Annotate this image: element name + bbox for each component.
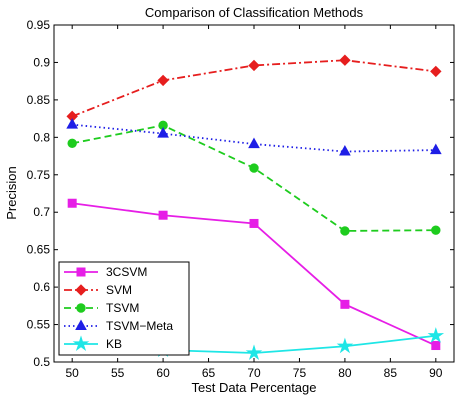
data-point bbox=[245, 344, 263, 361]
data-point bbox=[430, 65, 442, 78]
x-tick-label: 90 bbox=[429, 366, 443, 380]
data-point bbox=[431, 225, 441, 235]
x-axis: 50 55 60 65 70 75 80 85 90 bbox=[66, 25, 443, 380]
legend: 3CSVM SVM TSVM TSVM−Meta KB bbox=[58, 261, 190, 356]
x-tick-label: 75 bbox=[293, 366, 307, 380]
x-tick-label: 80 bbox=[338, 366, 352, 380]
x-tick-label: 65 bbox=[202, 366, 216, 380]
legend-label: TSVM bbox=[106, 301, 139, 315]
x-tick-label: 55 bbox=[111, 366, 125, 380]
x-tick-label: 50 bbox=[66, 366, 80, 380]
y-tick-label: 0.75 bbox=[27, 168, 51, 182]
data-point bbox=[431, 341, 441, 351]
data-point bbox=[249, 163, 259, 173]
series-3 bbox=[66, 118, 442, 156]
data-point bbox=[429, 143, 442, 155]
data-point bbox=[339, 54, 351, 66]
legend-marker bbox=[76, 303, 86, 313]
series-layer bbox=[63, 54, 445, 361]
y-tick-label: 0.7 bbox=[33, 205, 50, 219]
series-0 bbox=[67, 198, 441, 351]
legend-marker bbox=[72, 335, 90, 352]
data-point bbox=[157, 127, 169, 138]
y-tick-label: 0.5 bbox=[33, 355, 50, 369]
data-point bbox=[249, 218, 259, 228]
x-tick-label: 85 bbox=[384, 366, 398, 380]
legend-label: TSVM−Meta bbox=[106, 319, 173, 333]
data-point bbox=[67, 138, 77, 149]
series-line bbox=[71, 59, 436, 118]
series-1 bbox=[66, 54, 442, 123]
data-point bbox=[427, 327, 445, 343]
legend-marker bbox=[75, 319, 87, 330]
data-point bbox=[248, 59, 260, 72]
data-point bbox=[340, 299, 350, 309]
y-tick-label: 0.55 bbox=[27, 318, 51, 332]
y-tick-label: 0.8 bbox=[33, 130, 50, 144]
legend-marker bbox=[76, 267, 86, 277]
x-tick-label: 70 bbox=[247, 366, 261, 380]
x-axis-label: Test Data Percentage bbox=[191, 380, 316, 395]
x-tick-label: 60 bbox=[156, 366, 170, 380]
legend-label: KB bbox=[106, 337, 122, 351]
series-2 bbox=[67, 120, 441, 236]
legend-label: SVM bbox=[106, 283, 132, 297]
data-point bbox=[157, 74, 169, 87]
y-tick-label: 0.6 bbox=[33, 280, 50, 294]
chart-title: Comparison of Classification Methods bbox=[145, 5, 364, 20]
legend-label: 3CSVM bbox=[106, 265, 147, 279]
legend-marker bbox=[75, 284, 87, 296]
data-point bbox=[66, 118, 79, 129]
y-tick-label: 0.95 bbox=[27, 18, 51, 32]
y-tick-label: 0.9 bbox=[33, 55, 50, 69]
y-axis: 0.5 0.55 0.6 0.65 0.7 0.75 0.8 0.85 0.9 0.95 bbox=[27, 18, 454, 369]
y-axis-label: Precision bbox=[4, 166, 19, 219]
data-point bbox=[340, 226, 350, 236]
data-point bbox=[248, 137, 260, 149]
data-point bbox=[336, 337, 354, 354]
y-tick-label: 0.85 bbox=[27, 93, 51, 107]
data-point bbox=[158, 210, 168, 220]
data-point bbox=[339, 145, 351, 156]
data-point bbox=[67, 198, 77, 208]
y-tick-label: 0.65 bbox=[27, 243, 51, 257]
